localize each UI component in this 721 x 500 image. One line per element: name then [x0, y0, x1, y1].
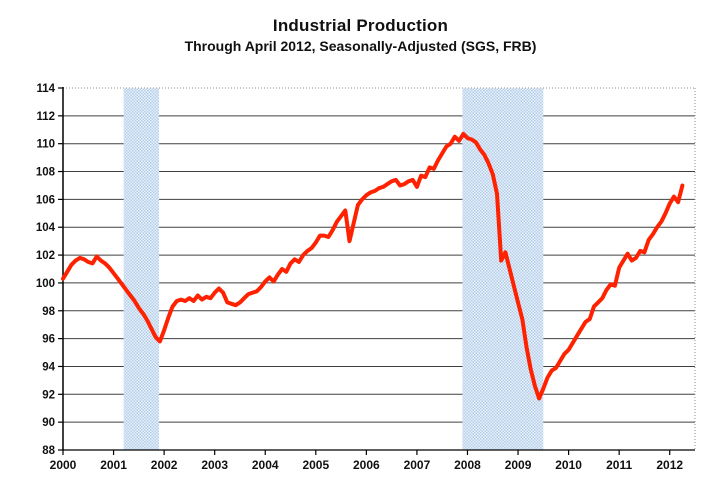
y-tick-label: 96 — [42, 334, 55, 346]
x-tick-label: 2000 — [50, 458, 77, 472]
y-tick-label: 100 — [36, 278, 55, 290]
y-tick-label: 94 — [42, 361, 55, 373]
x-tick-label: 2009 — [505, 458, 532, 472]
y-tick-label: 114 — [36, 83, 55, 95]
series-line — [61, 131, 685, 401]
x-tick-label: 2007 — [404, 458, 431, 472]
recession-band — [123, 88, 160, 450]
x-tick-label: 2011 — [606, 458, 632, 472]
y-tick-label: 90 — [42, 417, 55, 429]
x-tick-label: 2012 — [656, 458, 683, 472]
y-tick-label: 104 — [36, 222, 56, 234]
y-tick-label: 108 — [36, 167, 56, 179]
y-tick-label: 98 — [42, 306, 55, 318]
x-tick-label: 2010 — [555, 458, 582, 472]
x-tick-label: 2001 — [100, 458, 127, 472]
y-tick-label: 106 — [36, 194, 55, 206]
axis-ticks — [58, 87, 671, 455]
recession-band — [462, 88, 544, 450]
x-tick-label: 2008 — [454, 458, 481, 472]
plot-border — [62, 87, 696, 451]
x-tick-label: 2006 — [353, 458, 380, 472]
y-tick-label: 110 — [36, 139, 55, 151]
page-title: Industrial Production — [272, 16, 449, 35]
recession-bands — [123, 88, 544, 450]
y-tick-label: 112 — [36, 111, 55, 123]
y-tick-label: 102 — [36, 250, 55, 262]
gridlines — [63, 115, 695, 423]
axis-tick-labels: 88 90 92 94 96 98 100 102 104 106 108 110 112 114 2000… — [36, 83, 684, 472]
y-tick-label: 92 — [42, 389, 55, 401]
x-tick-label: 2004 — [252, 458, 279, 472]
x-tick-label: 2005 — [302, 458, 329, 472]
page-subtitle: Through April 2012, Seasonally-Adjusted … — [184, 38, 537, 54]
y-tick-label: 88 — [42, 445, 55, 457]
series-lines — [61, 131, 685, 401]
x-tick-label: 2002 — [151, 458, 178, 472]
x-tick-label: 2003 — [201, 458, 228, 472]
